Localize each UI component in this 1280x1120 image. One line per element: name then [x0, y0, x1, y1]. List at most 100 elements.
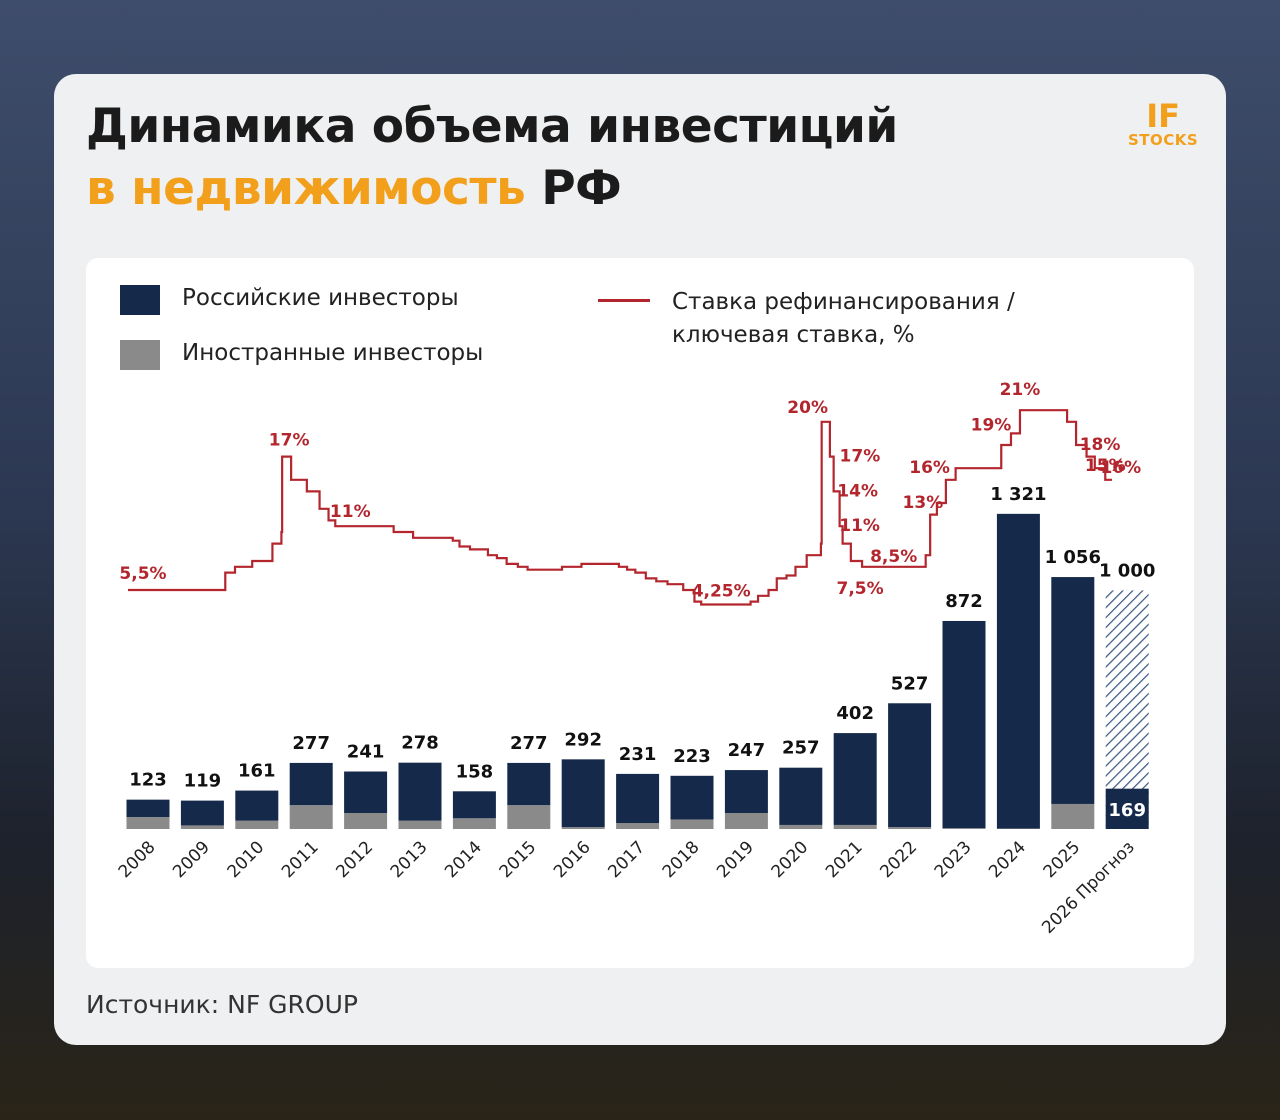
legend-entry: Российские инвесторы — [120, 285, 459, 315]
bar — [235, 790, 279, 821]
rate-label: 17% — [840, 447, 881, 467]
legend-swatch — [120, 340, 160, 370]
bar — [996, 513, 1040, 829]
title-line: Динамика объема инвестиций — [86, 99, 898, 154]
bar — [507, 762, 551, 806]
x-tick-label: 2015 — [496, 837, 541, 882]
bar — [507, 805, 551, 829]
value-label: 278 — [401, 733, 439, 754]
value-label: 158 — [456, 761, 494, 782]
x-tick-label: 2026 Прогноз — [1038, 837, 1139, 938]
bar — [1051, 577, 1095, 804]
x-tick-label: 2022 — [876, 837, 921, 882]
rate-label: 13% — [903, 493, 944, 513]
x-tick-label: 2012 — [332, 837, 377, 882]
rate-line — [128, 409, 1112, 606]
rate-label: 15% — [1085, 456, 1126, 476]
value-label: 1 056 — [1045, 547, 1101, 568]
value-label: 1 000 — [1099, 560, 1155, 581]
value-label: 292 — [564, 729, 602, 750]
bar — [779, 767, 823, 825]
bar — [126, 799, 170, 818]
bar — [724, 813, 768, 829]
bar — [344, 771, 388, 814]
bar — [289, 762, 333, 806]
value-label: 1 321 — [990, 484, 1046, 505]
value-label: 241 — [347, 742, 385, 763]
legend-label: Иностранные инвесторы — [182, 340, 484, 366]
bar — [235, 820, 279, 829]
bar — [724, 770, 768, 814]
rate-label: 17% — [269, 431, 310, 451]
rate-label: 14% — [837, 481, 878, 501]
value-label: 119 — [184, 771, 222, 792]
bar-inner-label: 169 — [1108, 800, 1146, 821]
value-label: 161 — [238, 761, 276, 782]
legend-swatch — [598, 299, 650, 302]
title: Динамика объема инвестиций в недвижимост… — [86, 96, 898, 220]
rate-label: 20% — [787, 398, 828, 418]
bar — [1105, 788, 1149, 829]
value-label: 527 — [891, 673, 929, 694]
legend-entry: Иностранные инвесторы — [120, 340, 483, 370]
bar — [670, 775, 714, 820]
bar — [344, 813, 388, 829]
source: Источник: NF GROUP — [86, 990, 358, 1019]
x-tick-label: 2019 — [713, 837, 758, 882]
bar — [888, 827, 932, 829]
value-label: 123 — [129, 770, 167, 791]
bar — [1051, 803, 1095, 829]
x-tick-label: 2010 — [224, 837, 269, 882]
x-tick-label: 2021 — [822, 837, 867, 882]
rate-label: 19% — [971, 415, 1012, 435]
x-tick-label: 2023 — [931, 837, 976, 882]
logo: IF STOCKS — [1128, 100, 1198, 148]
rate-label: 5,5% — [119, 564, 166, 584]
bar — [398, 762, 442, 821]
bar — [126, 817, 170, 829]
rate-label: 7,5% — [836, 579, 883, 599]
rate-label: 8,5% — [870, 547, 917, 567]
bar — [670, 819, 714, 829]
rate-label: 16% — [909, 458, 950, 478]
rate-label: 21% — [1000, 380, 1041, 400]
bar — [289, 805, 333, 829]
x-tick-label: 2016 — [550, 837, 595, 882]
bar — [942, 620, 986, 829]
bar — [180, 825, 224, 829]
bar — [833, 824, 877, 829]
logo-bottom: STOCKS — [1128, 131, 1199, 149]
legend-label: Ставка рефинансирования / ключевая ставк… — [672, 289, 1015, 348]
rate-label: 18% — [1080, 435, 1121, 455]
legend-label: Российские инвесторы — [182, 285, 459, 311]
value-label: 872 — [945, 591, 983, 612]
x-tick-label: 2014 — [441, 837, 486, 882]
x-tick-label: 2017 — [604, 837, 649, 882]
x-tick-label: 2013 — [387, 837, 432, 882]
bar — [888, 703, 932, 828]
rate-label: 11% — [330, 502, 371, 522]
value-label: 277 — [510, 733, 548, 754]
x-tick-label: 2011 — [278, 837, 323, 882]
rate-label: 4,25% — [692, 582, 751, 602]
legend-entry: Ставка рефинансирования / ключевая ставк… — [598, 286, 1038, 352]
value-label: 247 — [728, 740, 766, 761]
bar — [452, 791, 496, 819]
bar — [616, 823, 660, 829]
rate-label: 11% — [839, 516, 880, 536]
bar — [180, 800, 224, 826]
value-label: 402 — [836, 703, 874, 724]
value-label: 231 — [619, 744, 657, 765]
bar — [942, 828, 986, 829]
x-tick-label: 2024 — [985, 837, 1030, 882]
bar — [833, 733, 877, 825]
rate-label: 16% — [1100, 458, 1141, 478]
x-tick-label: 2020 — [768, 837, 813, 882]
bar — [561, 759, 605, 828]
bar — [398, 820, 442, 829]
logo-top: IF — [1146, 97, 1180, 135]
bar — [616, 773, 660, 824]
